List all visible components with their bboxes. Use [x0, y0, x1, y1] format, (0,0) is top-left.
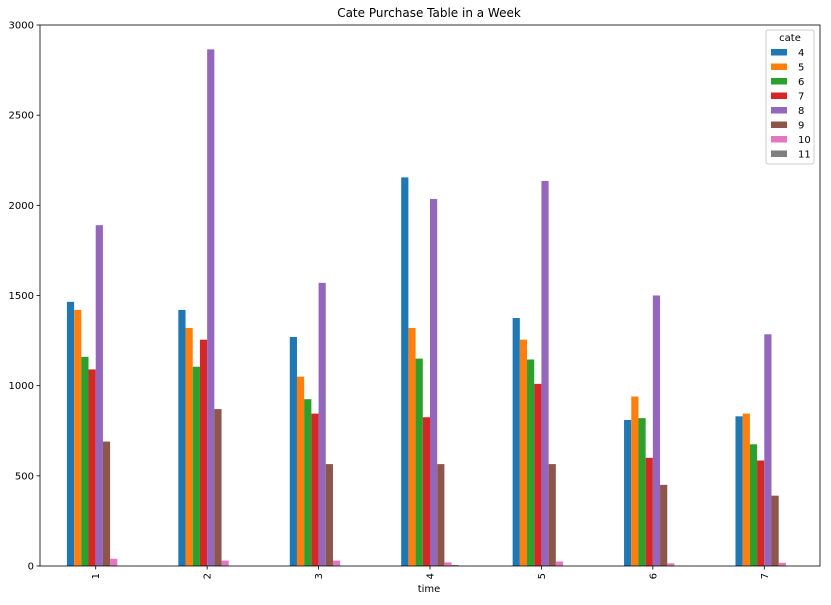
bar-cate-4-time-3 — [289, 336, 297, 566]
y-tick-label: 2000 — [9, 201, 34, 212]
bar-cate-5-time-1 — [74, 309, 82, 566]
legend-label-7: 7 — [798, 92, 804, 103]
bar-cate-5-time-3 — [296, 376, 305, 566]
bar-cate-5-time-4 — [408, 327, 416, 566]
bar-cate-4-time-1 — [66, 301, 75, 566]
legend-swatch-9 — [771, 121, 787, 128]
bar-cate-9-time-4 — [437, 464, 445, 566]
bar-cate-4-time-5 — [512, 318, 520, 566]
bar-cate-7-time-2 — [199, 339, 208, 566]
x-axis-label: time — [418, 584, 441, 595]
bar-cate-5-time-5 — [519, 339, 528, 566]
bar-cate-11-time-4 — [451, 565, 459, 566]
x-tick-label: 7 — [760, 573, 771, 579]
bar-cate-5-time-6 — [631, 396, 639, 566]
legend-label-6: 6 — [798, 77, 804, 88]
bar-cate-8-time-2 — [207, 49, 215, 567]
bar-cate-4-time-7 — [735, 416, 743, 566]
bar-cate-5-time-2 — [185, 327, 193, 566]
chart-title: Cate Purchase Table in a Week — [337, 6, 521, 20]
bar-cate-8-time-1 — [95, 225, 103, 567]
y-tick-label: 2500 — [9, 111, 34, 122]
bar-cate-7-time-7 — [757, 460, 765, 566]
legend-label-9: 9 — [798, 121, 804, 132]
bar-cate-4-time-4 — [401, 177, 409, 567]
x-tick-label: 2 — [203, 573, 214, 579]
legend-label-10: 10 — [798, 135, 811, 146]
bar-cate-10-time-6 — [667, 563, 675, 566]
bar-cate-8-time-3 — [318, 282, 326, 566]
legend: cate 4 5 6 7 8 9 10 11 — [765, 29, 815, 165]
bar-cate-6-time-3 — [304, 399, 312, 566]
bar-cate-5-time-7 — [742, 413, 750, 566]
bar-cate-7-time-4 — [422, 417, 430, 566]
x-tick-label: 4 — [426, 573, 437, 579]
bar-cate-7-time-1 — [88, 369, 96, 566]
legend-swatch-8 — [771, 107, 787, 114]
bar-cate-7-time-5 — [534, 383, 542, 566]
bar-cate-8-time-4 — [430, 199, 438, 566]
bar-cate-9-time-2 — [214, 409, 222, 566]
bar-cate-9-time-3 — [325, 464, 333, 566]
x-tick-label: 5 — [537, 573, 548, 579]
bar-cate-9-time-1 — [102, 441, 111, 566]
legend-swatch-6 — [771, 78, 787, 85]
bar-cate-8-time-5 — [541, 180, 549, 566]
y-tick-label: 1500 — [9, 291, 34, 302]
bar-cate-9-time-7 — [771, 495, 779, 566]
legend-swatch-4 — [771, 49, 787, 56]
bar-cate-7-time-3 — [311, 413, 319, 566]
legend-swatch-7 — [771, 92, 787, 99]
legend-label-5: 5 — [798, 63, 804, 74]
x-tick-label: 1 — [91, 573, 102, 579]
legend-label-8: 8 — [798, 106, 804, 117]
bar-cate-6-time-1 — [81, 356, 89, 566]
x-tick-label: 6 — [648, 573, 659, 579]
y-tick-label: 3000 — [9, 21, 34, 32]
legend-title: cate — [779, 33, 801, 44]
y-tick-label: 500 — [15, 471, 34, 482]
bar-cate-9-time-5 — [548, 464, 556, 566]
plot-area: 0 500 1000 1500 2000 2500 3000 1 2 3 4 5 6 7 — [9, 21, 821, 579]
legend-swatch-10 — [771, 136, 787, 143]
bar-cate-6-time-4 — [415, 358, 423, 566]
y-tick-label: 0 — [28, 562, 34, 573]
bar-cate-8-time-7 — [764, 334, 772, 566]
bar-cate-10-time-2 — [221, 560, 229, 566]
bar-cate-4-time-6 — [624, 419, 632, 566]
bar-cate-6-time-5 — [527, 359, 535, 566]
bar-cate-9-time-6 — [660, 484, 668, 566]
bar-cate-10-time-1 — [110, 558, 118, 566]
y-tick-label: 1000 — [9, 381, 34, 392]
bar-cate-6-time-7 — [749, 444, 758, 566]
bar-cate-10-time-4 — [444, 562, 452, 566]
bar-cate-7-time-6 — [645, 457, 653, 566]
bar-cate-10-time-7 — [778, 562, 786, 566]
legend-swatch-5 — [771, 63, 787, 70]
legend-swatch-11 — [771, 150, 787, 157]
legend-label-11: 11 — [798, 150, 811, 161]
bar-cate-4-time-2 — [178, 309, 186, 566]
bar-cate-10-time-3 — [332, 560, 341, 566]
bar-cate-6-time-6 — [638, 418, 646, 566]
bar-cate-8-time-6 — [652, 295, 661, 566]
bar-cate-6-time-2 — [192, 366, 200, 566]
x-tick-label: 3 — [314, 573, 325, 579]
bar-cate-10-time-5 — [555, 561, 564, 566]
legend-label-4: 4 — [798, 48, 804, 59]
